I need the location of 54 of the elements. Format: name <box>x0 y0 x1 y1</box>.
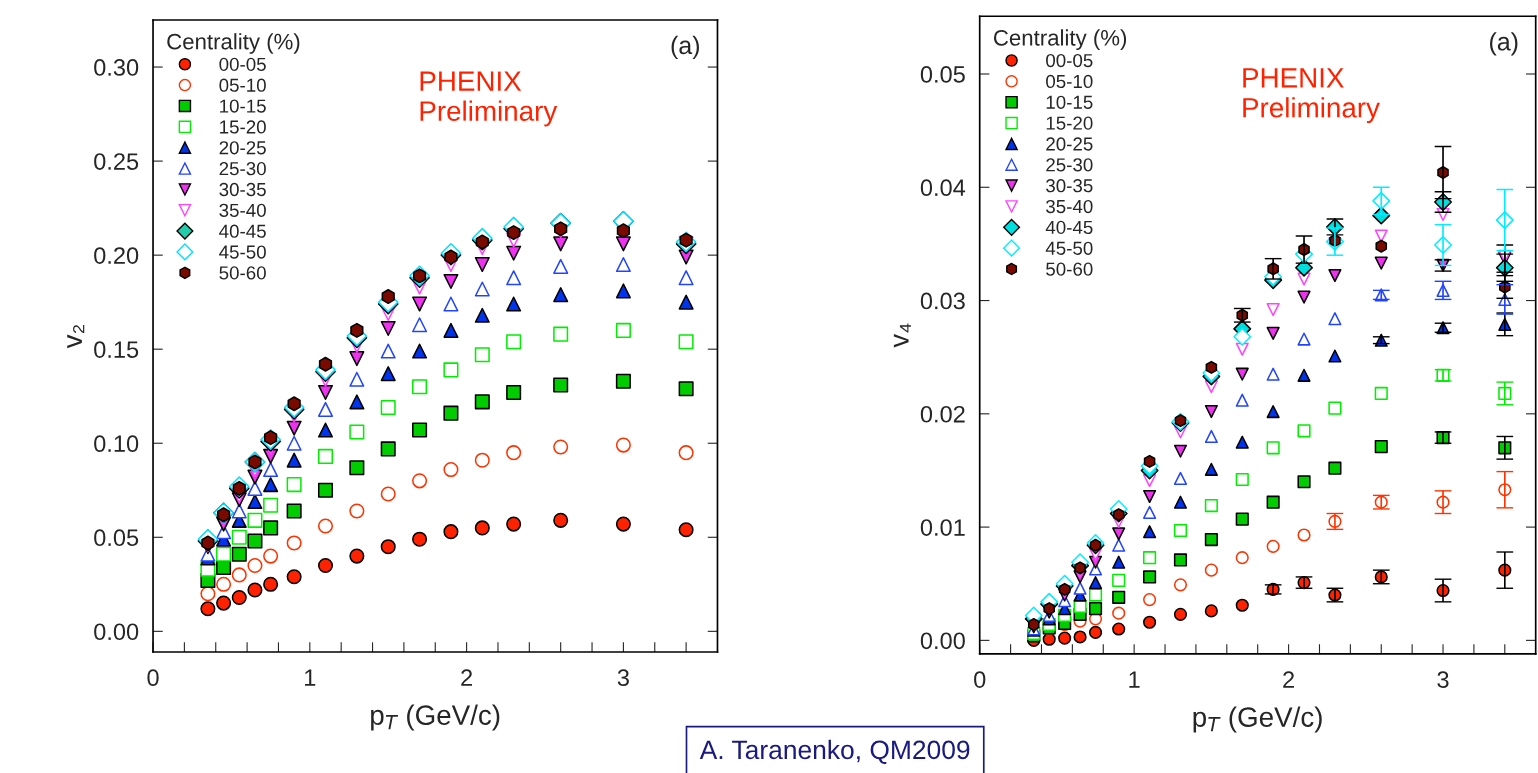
text: A. Taranenko, QM2009 <box>699 739 970 764</box>
legend-label: 00-05 <box>219 57 266 72</box>
legend-label: 30-35 <box>219 182 266 197</box>
legend-label: 05-10 <box>1046 74 1093 89</box>
y-axis-title: v₄ <box>893 323 911 348</box>
legend-label: 35-40 <box>219 203 266 217</box>
annotation: PHENIX Preliminary <box>1243 68 1380 124</box>
legend-label: 35-40 <box>1046 199 1093 214</box>
x-tick-label: 1 <box>1129 671 1140 688</box>
y-tick-label: 0.15 <box>94 341 139 358</box>
x-axis-title: p$_{T}$ (GeV/c) <box>371 704 500 731</box>
y-tick-label: 0.04 <box>920 179 966 197</box>
y-tick-label: 0.00 <box>94 623 139 641</box>
legend-label: 50-60 <box>219 266 266 280</box>
y-tick-label: 0.10 <box>94 435 139 453</box>
y-tick-label: 0.05 <box>94 529 139 547</box>
x-axis-title: p$_{T}$ (GeV/c) <box>1193 706 1322 733</box>
legend-label: 15-20 <box>220 120 266 134</box>
annotation: (a) <box>1490 32 1518 56</box>
legend-title: Centrality (%) <box>993 29 1127 51</box>
annotation: PHENIX Preliminary <box>420 71 558 127</box>
x-tick-label: 2 <box>1283 671 1294 688</box>
x-tick-label: 3 <box>1437 671 1449 688</box>
legend-title: Centrality (%) <box>167 33 300 54</box>
legend-label: 20-25 <box>219 141 266 155</box>
x-tick-label: 0 <box>974 671 986 688</box>
legend-label: 50-60 <box>1046 262 1093 276</box>
legend-label: 30-35 <box>1046 179 1093 193</box>
legend-label: 45-50 <box>219 245 266 259</box>
y-tick-label: 0.03 <box>920 292 965 310</box>
legend-label: 25-30 <box>1046 158 1093 172</box>
legend-label: 45-50 <box>1045 241 1093 255</box>
y-tick-label: 0.02 <box>920 405 965 423</box>
legend-label: 25-30 <box>219 162 266 176</box>
legend-label: 40-45 <box>219 224 266 238</box>
x-tick-label: 3 <box>617 669 629 687</box>
y-tick-label: 0.01 <box>920 519 965 536</box>
y-tick-label: 0.05 <box>920 66 965 83</box>
annotation: (a) <box>671 35 699 60</box>
x-tick-label: 1 <box>305 669 316 686</box>
y-tick-label: 0.00 <box>920 632 965 650</box>
legend-label: 10-15 <box>1046 95 1093 109</box>
x-tick-label: 0 <box>147 669 159 687</box>
legend-label: 20-25 <box>1046 137 1093 151</box>
y-axis-title: v₂ <box>67 325 85 349</box>
y-tick-label: 0.30 <box>94 59 139 76</box>
y-tick-label: 0.25 <box>94 153 139 170</box>
legend-label: 40-45 <box>1045 220 1093 235</box>
legend-label: 15-20 <box>1046 116 1093 130</box>
x-tick-label: 2 <box>461 669 472 686</box>
legend-label: 05-10 <box>219 78 266 92</box>
legend-label: 00-05 <box>1046 53 1093 68</box>
y-tick-label: 0.20 <box>94 247 139 264</box>
legend-label: 10-15 <box>220 99 266 113</box>
